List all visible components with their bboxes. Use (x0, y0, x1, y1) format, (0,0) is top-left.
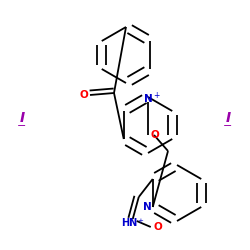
Text: I: I (20, 111, 24, 125)
Text: −: − (17, 121, 27, 131)
Text: I: I (226, 111, 230, 125)
Text: +: + (137, 218, 143, 224)
Text: +: + (153, 90, 159, 100)
Text: O: O (150, 130, 160, 140)
Text: O: O (154, 222, 162, 232)
Text: HN: HN (121, 218, 137, 228)
Text: N: N (144, 94, 152, 104)
Text: N: N (144, 202, 152, 212)
Text: O: O (80, 90, 88, 100)
Text: −: − (223, 121, 233, 131)
